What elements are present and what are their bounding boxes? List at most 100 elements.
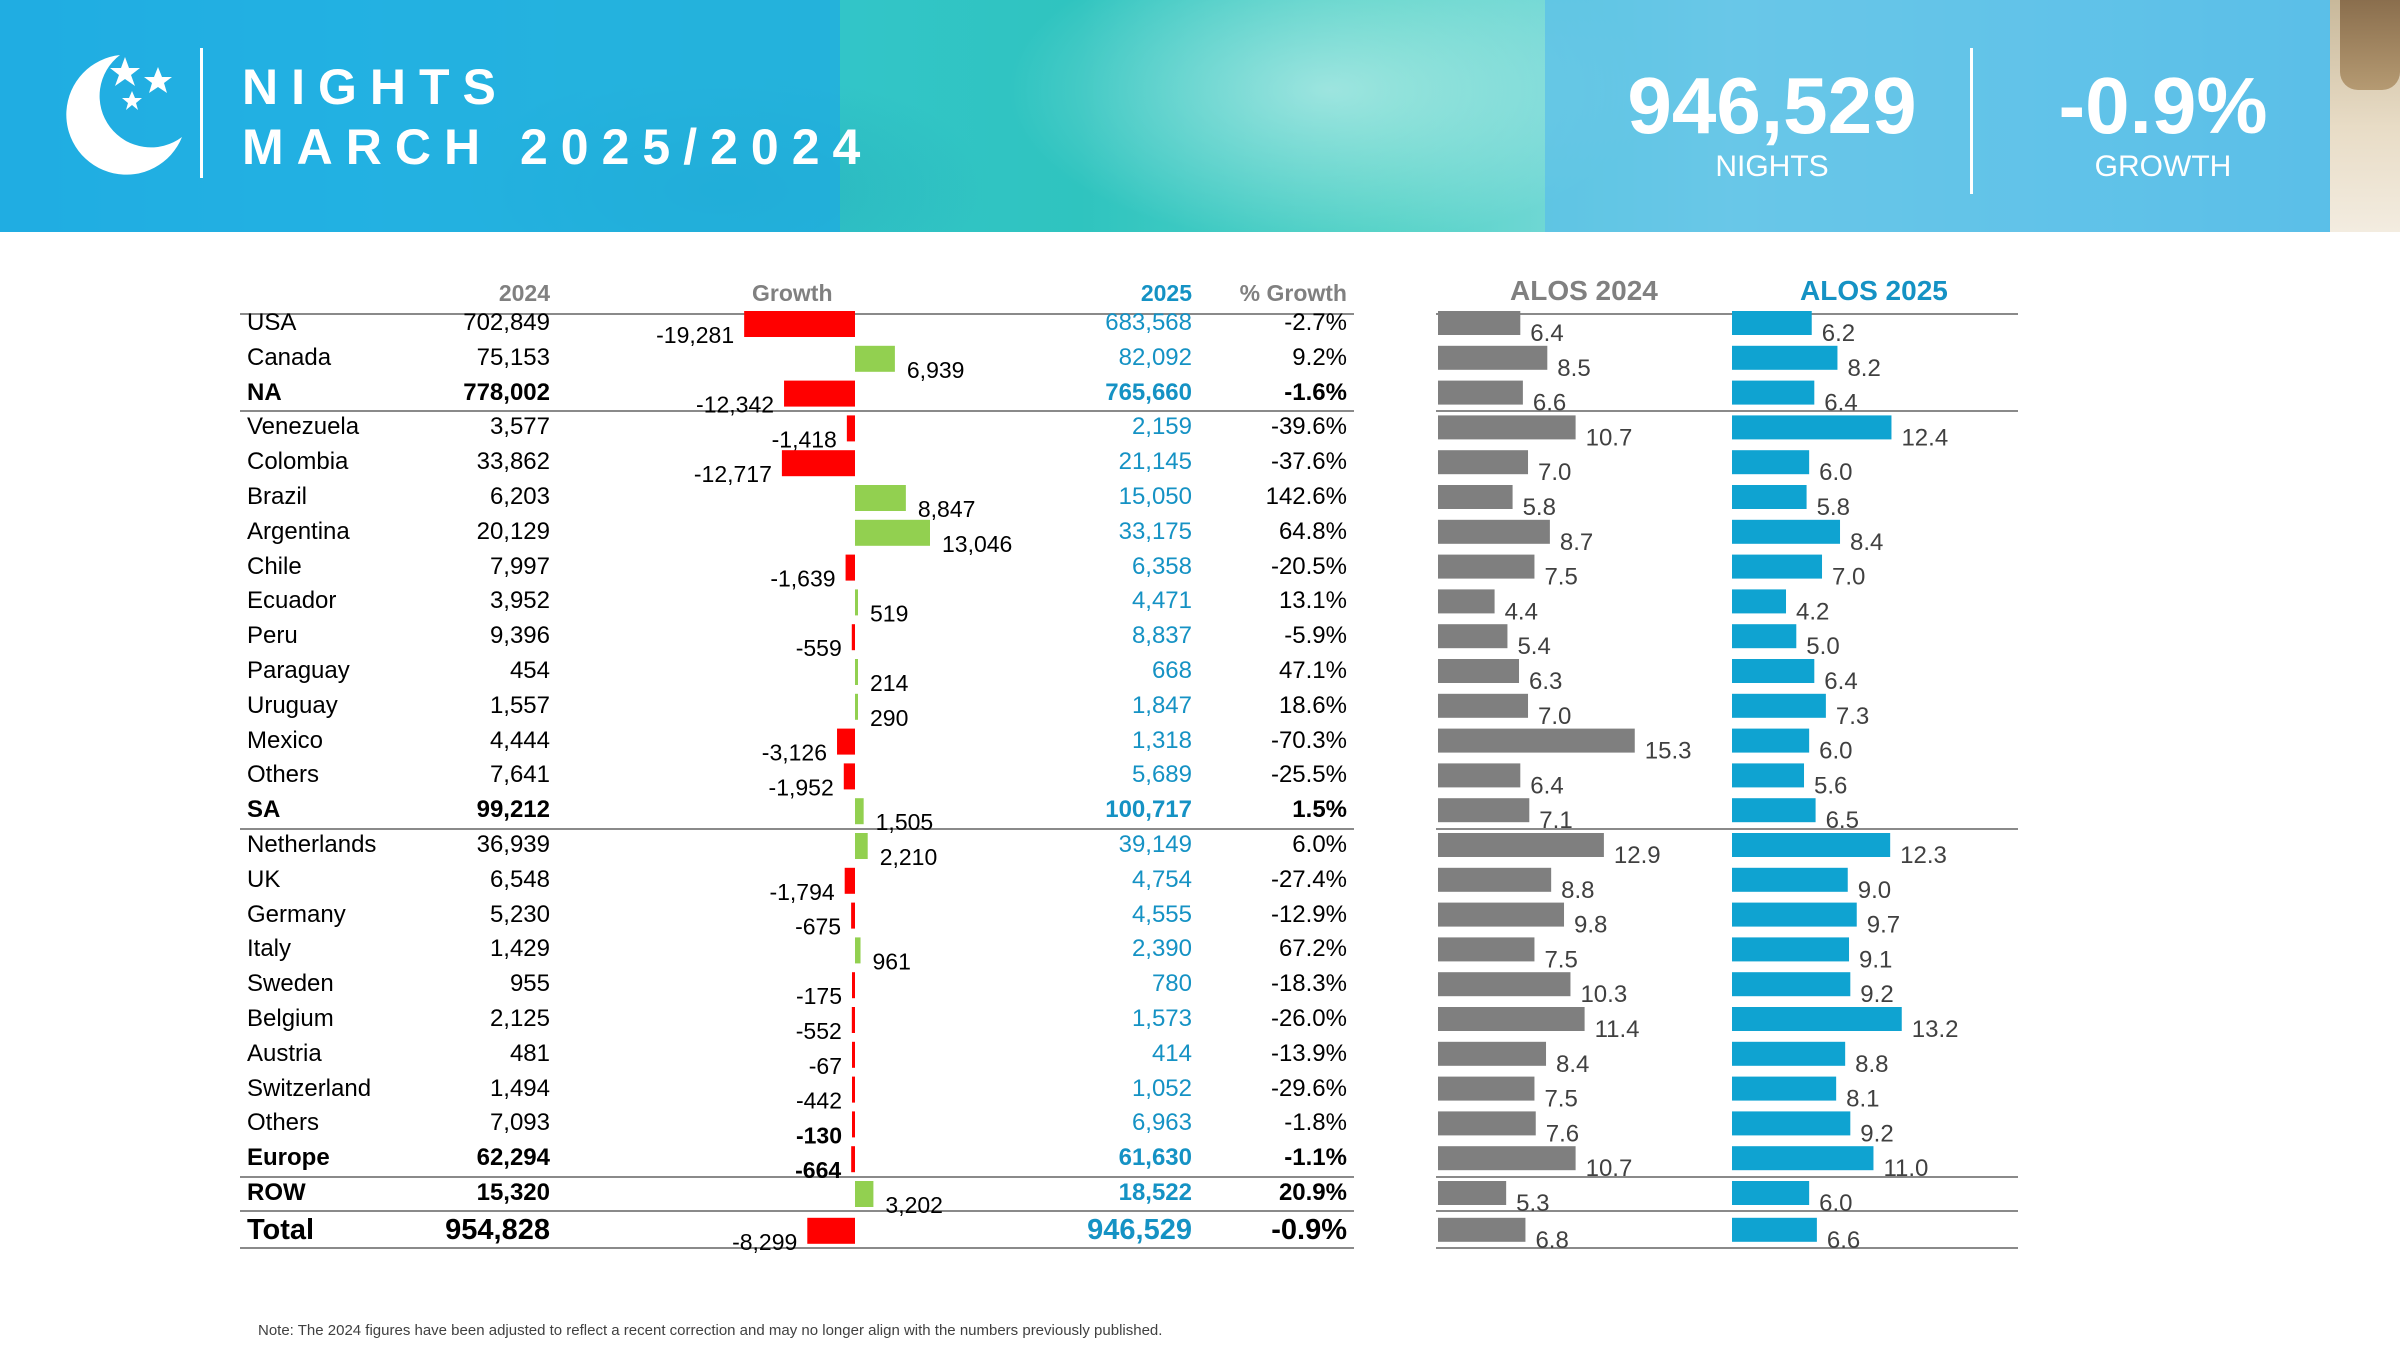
growth-label-5: 8,847 xyxy=(918,496,976,522)
row-pct-growth-0: -2.7% xyxy=(1284,309,1347,336)
alos-2025-bar-17 xyxy=(1732,902,1857,927)
alos-2024-label-5: 5.8 xyxy=(1523,494,1556,521)
row-pct-growth-3: -39.6% xyxy=(1270,413,1347,441)
growth-bar-23 xyxy=(852,1111,855,1138)
growth-label-7: -1,639 xyxy=(770,566,835,592)
row-separator-24 xyxy=(240,1176,1354,1178)
row-pct-growth-21: -13.9% xyxy=(1270,1039,1347,1067)
alos-2024-label-11: 7.0 xyxy=(1538,703,1571,730)
alos-2024-bar-4 xyxy=(1438,450,1529,475)
row-2024-value-20: 2,125 xyxy=(489,1005,550,1032)
row-pct-growth-16: -27.4% xyxy=(1270,865,1347,893)
growth-label-21: -67 xyxy=(809,1053,842,1079)
row-2024-value-4: 33,862 xyxy=(476,448,550,476)
row-country-4: Colombia xyxy=(247,448,349,476)
alos-2025-label-12: 6.0 xyxy=(1819,738,1852,765)
alos-2025-bar-2 xyxy=(1732,380,1815,405)
title-divider xyxy=(200,48,203,178)
row-2024-value-9: 9,396 xyxy=(489,622,550,650)
column-header-2025: 2025 xyxy=(1140,280,1192,306)
growth-label-24: -664 xyxy=(795,1157,841,1183)
alos-2024-bar-15 xyxy=(1438,833,1604,857)
alos-2025-bar-24 xyxy=(1732,1146,1874,1171)
alos-2025-label-4: 6.0 xyxy=(1819,459,1852,486)
row-country-9: Peru xyxy=(247,622,298,650)
row-2025-value-23: 6,963 xyxy=(1131,1109,1192,1137)
growth-label-2: -12,342 xyxy=(696,392,774,418)
alos-2024-label-22: 7.5 xyxy=(1544,1086,1577,1113)
growth-label-16: -1,794 xyxy=(769,879,834,905)
growth-bar-9 xyxy=(851,624,855,651)
alos-2025-bar-9 xyxy=(1732,624,1797,649)
growth-bar-19 xyxy=(852,972,855,999)
growth-label-10: 214 xyxy=(870,670,909,696)
row-pct-growth-15: 6.0% xyxy=(1292,831,1347,858)
alos-2025-bar-16 xyxy=(1732,867,1848,892)
alos-2024-bar-16 xyxy=(1438,867,1552,892)
row-country-16: UK xyxy=(247,865,281,893)
alos-2024-label-7: 7.5 xyxy=(1544,564,1577,591)
alos-2024-bar-18 xyxy=(1438,937,1535,962)
row-country-13: Others xyxy=(247,761,320,789)
stats-panel xyxy=(1545,0,2330,232)
alos-2024-label-15: 12.9 xyxy=(1614,842,1661,869)
row-2025-value-15: 39,149 xyxy=(1118,831,1192,858)
growth-bar-21 xyxy=(852,1041,855,1068)
row-country-6: Argentina xyxy=(247,517,350,545)
alos-2025-label-26: 6.6 xyxy=(1827,1227,1860,1254)
alos-2025-bar-0 xyxy=(1732,311,1812,335)
alos-2025-bar-4 xyxy=(1732,450,1810,475)
growth-bar-24 xyxy=(851,1146,855,1173)
row-2024-value-6: 20,129 xyxy=(476,517,550,545)
row-2024-value-14: 99,212 xyxy=(476,796,550,824)
row-2025-value-21: 414 xyxy=(1151,1039,1192,1067)
row-2024-value-19: 955 xyxy=(509,970,550,998)
alos-2025-label-24: 11.0 xyxy=(1883,1155,1928,1182)
row-country-8: Ecuador xyxy=(247,587,337,615)
alos-2025-label-1: 8.2 xyxy=(1847,355,1880,382)
row-pct-growth-26: -0.9% xyxy=(1271,1213,1347,1246)
alos-2025-bar-3 xyxy=(1732,415,1892,440)
alos-2025-bar-22 xyxy=(1732,1076,1837,1101)
row-2025-value-16: 4,754 xyxy=(1131,865,1192,893)
alos-2025-label-9: 5.0 xyxy=(1806,633,1839,660)
row-pct-growth-12: -70.3% xyxy=(1270,726,1347,754)
row-pct-growth-5: 142.6% xyxy=(1265,483,1347,510)
growth-label-11: 290 xyxy=(870,705,908,731)
row-2024-value-11: 1,557 xyxy=(489,691,550,719)
row-country-12: Mexico xyxy=(247,726,324,754)
alos-2024-bar-19 xyxy=(1438,972,1571,997)
alos-2024-label-1: 8.5 xyxy=(1557,355,1590,382)
growth-bar-5 xyxy=(855,485,906,511)
alos-2025-bar-25 xyxy=(1732,1181,1810,1205)
growth-label-4: -12,717 xyxy=(694,461,772,487)
row-country-0: USA xyxy=(247,309,297,336)
row-2024-value-13: 7,641 xyxy=(489,761,550,789)
row-pct-growth-7: -20.5% xyxy=(1270,552,1347,580)
row-2025-value-1: 82,092 xyxy=(1118,343,1192,371)
row-country-23: Others xyxy=(247,1109,320,1137)
row-separator-26 xyxy=(240,1247,1354,1249)
column-header-alos-2024: ALOS 2024 xyxy=(1510,275,1658,306)
row-pct-growth-1: 9.2% xyxy=(1292,343,1347,371)
row-pct-growth-14: 1.5% xyxy=(1292,796,1347,824)
header-banner: NIGHTS MARCH 2025/2024 946,529 NIGHTS -0… xyxy=(0,0,2400,232)
alos-separator-25 xyxy=(1436,1210,2018,1212)
row-pct-growth-2: -1.6% xyxy=(1284,378,1347,406)
growth-label-22: -442 xyxy=(796,1088,842,1114)
row-2025-value-14: 100,717 xyxy=(1105,796,1192,824)
alos-2024-bar-12 xyxy=(1438,728,1635,753)
growth-label-26: -8,299 xyxy=(732,1229,797,1255)
alos-2024-label-4: 7.0 xyxy=(1538,459,1571,486)
row-pct-growth-22: -29.6% xyxy=(1270,1074,1347,1102)
growth-label-6: 13,046 xyxy=(942,531,1012,557)
growth-bar-17 xyxy=(851,902,855,929)
row-2024-value-0: 702,849 xyxy=(463,309,550,336)
row-pct-growth-17: -12.9% xyxy=(1270,900,1347,928)
row-2025-value-4: 21,145 xyxy=(1118,448,1192,476)
row-country-25: ROW xyxy=(247,1179,306,1206)
row-pct-growth-10: 47.1% xyxy=(1278,657,1347,684)
row-2025-value-7: 6,358 xyxy=(1131,552,1192,580)
alos-2024-bar-22 xyxy=(1438,1076,1535,1101)
row-2024-value-2: 778,002 xyxy=(463,378,550,406)
